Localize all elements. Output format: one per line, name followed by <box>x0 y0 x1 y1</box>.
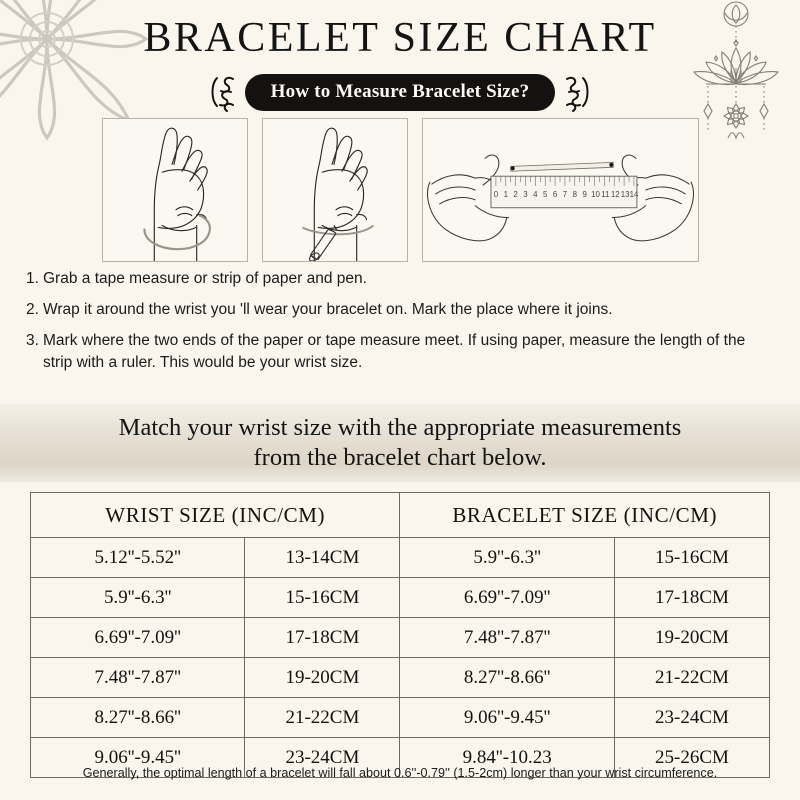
wrist-inch-cell: 9.06''-9.45'' <box>29 737 246 778</box>
instruction-item: 3. Mark where the two ends of the paper … <box>26 330 778 374</box>
bracelet-size-header: BRACELET SIZE (INC/CM) <box>399 492 770 538</box>
bracelet-cm-cell: 23-24CM <box>613 697 771 738</box>
wrist-cm-cell: 17-18CM <box>244 617 401 658</box>
instruction-item: 2. Wrap it around the wrist you 'll wear… <box>26 299 778 321</box>
table-row: 5.9''-6.3'' 15-16CM 6.69''-7.09'' 17-18C… <box>29 577 771 618</box>
match-size-banner: Match your wrist size with the appropria… <box>0 404 800 482</box>
svg-text:11: 11 <box>601 190 609 199</box>
instruction-text: Wrap it around the wrist you 'll wear yo… <box>43 301 613 318</box>
table-row: 8.27''-8.66'' 21-22CM 9.06''-9.45'' 23-2… <box>29 697 771 738</box>
instruction-text: Mark where the two ends of the paper or … <box>43 332 746 371</box>
wrist-cm-cell: 23-24CM <box>244 737 401 778</box>
svg-text:6: 6 <box>552 190 557 199</box>
wrist-inch-cell: 5.12''-5.52'' <box>29 537 246 578</box>
illustration-hand-with-tape <box>101 118 248 262</box>
size-chart-table: WRIST SIZE (INC/CM) BRACELET SIZE (INC/C… <box>29 492 771 778</box>
illustration-hand-marking <box>261 118 408 262</box>
how-to-measure-banner: How to Measure Bracelet Size? <box>0 72 800 112</box>
bracelet-cm-cell: 15-16CM <box>613 537 771 578</box>
wrist-inch-cell: 5.9''-6.3'' <box>29 577 246 618</box>
svg-text:14: 14 <box>629 190 638 199</box>
match-size-line-2: from the bracelet chart below. <box>253 444 547 471</box>
wrist-cm-cell: 15-16CM <box>244 577 401 618</box>
page-title: BRACELET SIZE CHART <box>143 15 657 61</box>
table-row: 9.06''-9.45'' 23-24CM 9.84''-10.23 25-26… <box>29 737 771 778</box>
bracelet-cm-cell: 21-22CM <box>613 657 771 698</box>
bracelet-inch-cell: 6.69''-7.09'' <box>399 577 615 618</box>
wrist-size-header: WRIST SIZE (INC/CM) <box>29 492 401 538</box>
wrist-cm-cell: 21-22CM <box>244 697 401 738</box>
svg-text:12: 12 <box>610 190 619 199</box>
table-header-row: WRIST SIZE (INC/CM) BRACELET SIZE (INC/C… <box>29 492 770 538</box>
how-to-measure-pill: How to Measure Bracelet Size? <box>244 73 556 111</box>
instruction-number: 2. <box>26 301 39 318</box>
bracelet-inch-cell: 9.06''-9.45'' <box>399 697 615 738</box>
table-row: 6.69''-7.09'' 17-18CM 7.48''-7.87'' 19-2… <box>29 617 771 658</box>
wrist-inch-cell: 8.27''-8.66'' <box>29 697 246 738</box>
footer-note: Generally, the optimal length of a brace… <box>82 766 718 780</box>
table-row: 5.12''-5.52'' 13-14CM 5.9''-6.3'' 15-16C… <box>29 537 771 578</box>
svg-text:0: 0 <box>493 190 498 199</box>
bracelet-inch-cell: 9.84''-10.23 <box>399 737 615 778</box>
svg-text:2: 2 <box>513 190 517 199</box>
svg-text:5: 5 <box>543 190 548 199</box>
bracelet-cm-cell: 25-26CM <box>613 737 771 778</box>
wrist-inch-cell: 6.69''-7.09'' <box>29 617 246 658</box>
flourish-left-icon <box>211 76 234 112</box>
svg-text:4: 4 <box>533 190 538 199</box>
match-size-line-1: Match your wrist size with the appropria… <box>118 414 682 442</box>
svg-text:9: 9 <box>582 190 586 199</box>
instruction-list: 1. Grab a tape measure or strip of paper… <box>26 268 778 383</box>
bracelet-inch-cell: 8.27''-8.66'' <box>399 657 615 698</box>
wrist-inch-cell: 7.48''-7.87'' <box>29 657 246 698</box>
table-row: 7.48''-7.87'' 19-20CM 8.27''-8.66'' 21-2… <box>29 657 771 698</box>
flourish-right-icon <box>566 76 589 112</box>
bracelet-cm-cell: 19-20CM <box>613 617 771 658</box>
instruction-number: 3. <box>26 332 39 349</box>
bracelet-inch-cell: 7.48''-7.87'' <box>399 617 615 658</box>
svg-text:3: 3 <box>523 190 528 199</box>
svg-text:1: 1 <box>503 190 507 199</box>
bracelet-cm-cell: 17-18CM <box>613 577 771 618</box>
bracelet-inch-cell: 5.9''-6.3'' <box>399 537 615 578</box>
instruction-number: 1. <box>26 270 39 287</box>
instruction-item: 1. Grab a tape measure or strip of paper… <box>26 268 778 290</box>
instruction-text: Grab a tape measure or strip of paper an… <box>43 270 367 287</box>
svg-text:10: 10 <box>591 190 600 199</box>
wrist-cm-cell: 19-20CM <box>244 657 401 698</box>
svg-text:8: 8 <box>572 190 577 199</box>
svg-text:7: 7 <box>562 190 566 199</box>
wrist-cm-cell: 13-14CM <box>244 537 401 578</box>
svg-text:13: 13 <box>620 190 629 199</box>
